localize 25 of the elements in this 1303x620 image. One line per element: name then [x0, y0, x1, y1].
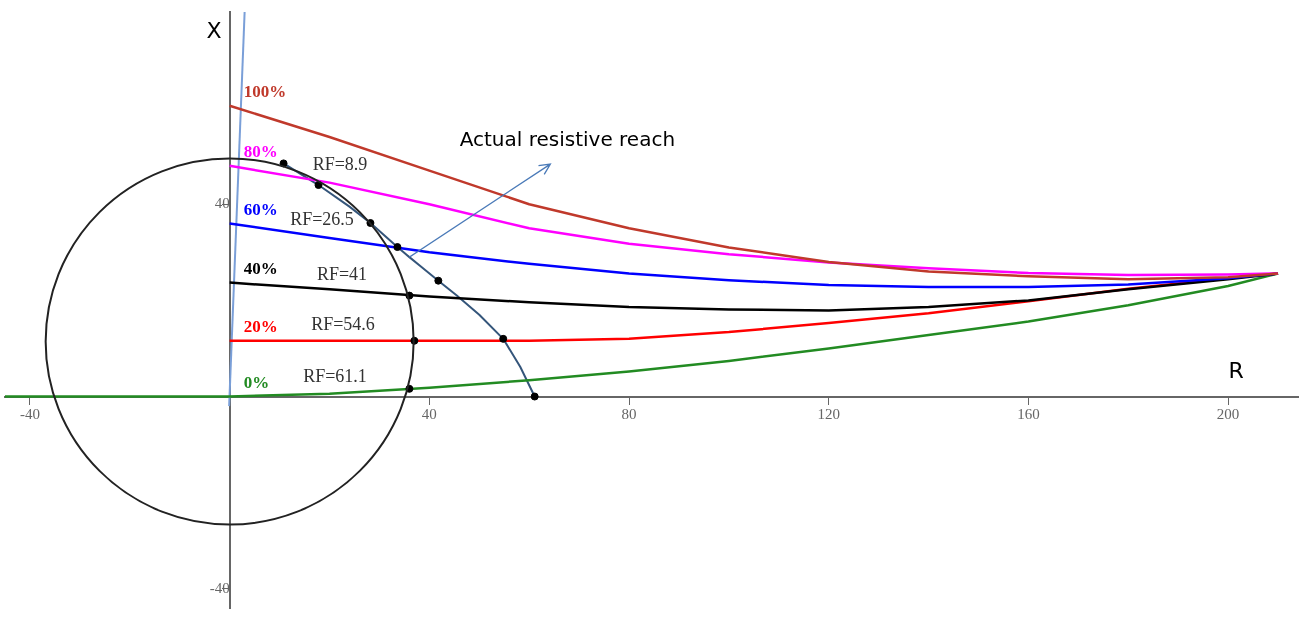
x-tick-label: 160 [1017, 406, 1040, 423]
annotation: RF=61.1 [303, 365, 367, 386]
x-tick-label: 80 [621, 406, 637, 423]
point [434, 276, 443, 285]
series-label: 60% [243, 199, 278, 219]
annotation: Actual resistive reach [459, 127, 676, 152]
series-label: 0% [243, 372, 270, 392]
point [393, 243, 402, 252]
series-label: 100% [243, 82, 287, 102]
series-label: 20% [243, 317, 278, 337]
x-tick-label: 200 [1216, 406, 1240, 423]
x-tick-label: 40 [421, 406, 437, 423]
point [499, 334, 508, 343]
series-label: 80% [243, 142, 278, 162]
x-tick-label: -40 [19, 406, 40, 423]
y-axis-title: X [206, 17, 222, 43]
point [314, 181, 323, 190]
annotation: RF=26.5 [290, 208, 354, 229]
series-label: 40% [243, 258, 278, 278]
point [530, 392, 539, 401]
x-axis-title: R [1228, 358, 1244, 384]
x-tick-label: 120 [817, 406, 840, 423]
annotation: RF=41 [316, 263, 368, 284]
annotation: RF=54.6 [311, 313, 375, 334]
annotation: RF=8.9 [312, 153, 368, 174]
